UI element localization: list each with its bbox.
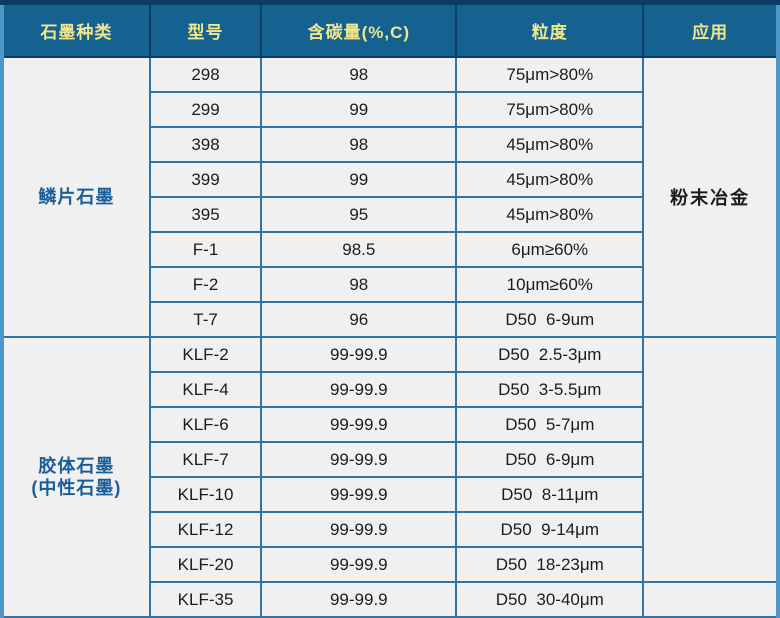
size-cell: D50 8-11μm bbox=[455, 476, 645, 513]
header-particle-size: 粒度 bbox=[455, 0, 645, 58]
application-cell-powder-metallurgy: 粉末冶金 bbox=[642, 56, 779, 338]
table-body: 鳞片石墨 298 98 75μm>80% 粉末冶金 299 99 75μm>80… bbox=[1, 56, 779, 618]
model-cell: 299 bbox=[148, 91, 263, 128]
header-graphite-type: 石墨种类 bbox=[1, 0, 151, 58]
size-cell: 75μm>80% bbox=[455, 91, 645, 128]
size-cell: 10μm≥60% bbox=[455, 266, 645, 303]
model-cell: KLF-4 bbox=[148, 371, 263, 408]
table-row: KLF-4 99-99.9 D50 3-5.5μm bbox=[2, 371, 778, 408]
table-row: 胶体石墨 (中性石墨) KLF-2 99-99.9 D50 2.5-3μm bbox=[1, 336, 779, 618]
application-cell-empty bbox=[642, 336, 779, 583]
model-cell: T-7 bbox=[148, 301, 263, 338]
model-cell: KLF-12 bbox=[148, 511, 263, 548]
size-cell: D50 3-5.5μm bbox=[455, 371, 645, 408]
carbon-cell: 96 bbox=[260, 301, 458, 338]
model-cell: 398 bbox=[148, 126, 263, 163]
header-model: 型号 bbox=[148, 0, 263, 58]
table-row: 395 95 45μm>80% bbox=[2, 196, 778, 233]
header-carbon-content: 含碳量(%,C) bbox=[260, 0, 458, 58]
table-row: F-2 98 10μm≥60% bbox=[2, 266, 778, 303]
table-row: KLF-12 99-99.9 D50 9-14μm bbox=[2, 511, 778, 548]
carbon-cell: 98 bbox=[260, 56, 458, 93]
size-cell: D50 2.5-3μm bbox=[455, 336, 645, 373]
carbon-cell: 98 bbox=[260, 266, 458, 303]
header-application: 应用 bbox=[642, 0, 779, 58]
table-row: T-7 96 D50 6-9um bbox=[2, 301, 778, 338]
carbon-cell: 99 bbox=[260, 161, 458, 198]
model-cell: KLF-6 bbox=[148, 406, 263, 443]
size-cell: 45μm>80% bbox=[455, 196, 645, 233]
table-header-row: 石墨种类 型号 含碳量(%,C) 粒度 应用 bbox=[1, 0, 779, 58]
table-row: F-1 98.5 6μm≥60% bbox=[2, 231, 778, 268]
table-row: KLF-6 99-99.9 D50 5-7μm bbox=[2, 406, 778, 443]
model-cell: 298 bbox=[148, 56, 263, 93]
model-cell: KLF-2 bbox=[148, 336, 263, 373]
group-label-flake-graphite: 鳞片石墨 bbox=[1, 56, 151, 338]
model-cell: KLF-35 bbox=[148, 581, 263, 618]
model-cell: F-1 bbox=[148, 231, 263, 268]
model-cell: KLF-7 bbox=[148, 441, 263, 478]
model-cell: 395 bbox=[148, 196, 263, 233]
application-cell-empty bbox=[642, 581, 779, 618]
model-cell: KLF-10 bbox=[148, 476, 263, 513]
table-row: 鳞片石墨 298 98 75μm>80% 粉末冶金 bbox=[1, 56, 779, 338]
table-row: 299 99 75μm>80% bbox=[2, 91, 778, 128]
size-cell: 6μm≥60% bbox=[455, 231, 645, 268]
model-cell: KLF-20 bbox=[148, 546, 263, 583]
size-cell: D50 6-9μm bbox=[455, 441, 645, 478]
size-cell: D50 6-9um bbox=[455, 301, 645, 338]
carbon-cell: 99-99.9 bbox=[260, 406, 458, 443]
model-cell: 399 bbox=[148, 161, 263, 198]
carbon-cell: 98.5 bbox=[260, 231, 458, 268]
table-row: KLF-7 99-99.9 D50 6-9μm bbox=[2, 441, 778, 478]
carbon-cell: 99-99.9 bbox=[260, 511, 458, 548]
group-label-colloidal-graphite: 胶体石墨 (中性石墨) bbox=[1, 336, 151, 618]
size-cell: 45μm>80% bbox=[455, 161, 645, 198]
size-cell: D50 18-23μm bbox=[455, 546, 645, 583]
carbon-cell: 99 bbox=[260, 91, 458, 128]
table-row: 399 99 45μm>80% bbox=[2, 161, 778, 198]
carbon-cell: 99-99.9 bbox=[260, 476, 458, 513]
size-cell: D50 9-14μm bbox=[455, 511, 645, 548]
size-cell: D50 5-7μm bbox=[455, 406, 645, 443]
table-row: KLF-10 99-99.9 D50 8-11μm bbox=[2, 476, 778, 513]
table-row: 398 98 45μm>80% bbox=[2, 126, 778, 163]
size-cell: D50 30-40μm bbox=[455, 581, 645, 618]
carbon-cell: 98 bbox=[260, 126, 458, 163]
size-cell: 75μm>80% bbox=[455, 56, 645, 93]
carbon-cell: 99-99.9 bbox=[260, 371, 458, 408]
size-cell: 45μm>80% bbox=[455, 126, 645, 163]
table-row: KLF-20 99-99.9 D50 18-23μm bbox=[2, 546, 778, 583]
model-cell: F-2 bbox=[148, 266, 263, 303]
carbon-cell: 99-99.9 bbox=[260, 441, 458, 478]
carbon-cell: 95 bbox=[260, 196, 458, 233]
carbon-cell: 99-99.9 bbox=[260, 546, 458, 583]
carbon-cell: 99-99.9 bbox=[260, 336, 458, 373]
carbon-cell: 99-99.9 bbox=[260, 581, 458, 618]
